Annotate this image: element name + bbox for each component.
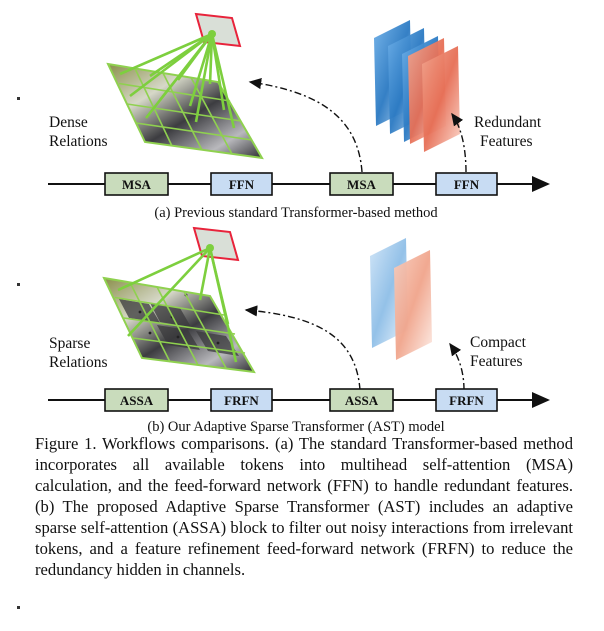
pipeline-b: ASSA FRFN ASSA FRFN — [48, 388, 550, 412]
dense-label-line1: Dense — [49, 114, 88, 131]
margin-mark — [17, 606, 20, 609]
sparse-relation-lines — [117, 246, 238, 363]
workflow-figure: Dense Relations Redundant Features MSA F… — [48, 12, 550, 435]
dense-token-grid — [106, 12, 264, 160]
compact-label-line2: Features — [470, 353, 523, 370]
assa-to-relations-arrow — [244, 305, 361, 391]
panel-b: Sparse Relations Compact Features ASSA F… — [48, 226, 550, 435]
block-frfn-1: FRFN — [210, 388, 273, 412]
compact-feature-maps — [370, 238, 432, 360]
svg-text:ASSA: ASSA — [120, 393, 154, 408]
svg-text:ASSA: ASSA — [345, 393, 379, 408]
block-msa-1: MSA — [104, 172, 169, 196]
frfn-to-features-arrow — [449, 342, 465, 391]
subcaption-b: (b) Our Adaptive Sparse Transformer (AST… — [147, 419, 444, 435]
dense-label-line2: Relations — [49, 133, 108, 150]
margin-mark — [17, 97, 20, 100]
svg-text:FRFN: FRFN — [449, 393, 484, 408]
figure-caption: Figure 1. Workflows comparisons. (a) The… — [35, 434, 573, 579]
block-ffn-1: FFN — [210, 172, 273, 196]
sparse-label-line1: Sparse — [49, 335, 90, 352]
svg-text:FRFN: FRFN — [224, 393, 259, 408]
svg-text:MSA: MSA — [347, 177, 377, 192]
msa-to-relations-arrow — [248, 78, 363, 173]
margin-mark — [17, 283, 20, 286]
block-ffn-2: FFN — [435, 172, 498, 196]
redundant-label-line2: Features — [480, 133, 533, 150]
sparse-label-line2: Relations — [49, 354, 108, 371]
subcaption-a: (a) Previous standard Transformer-based … — [154, 205, 438, 221]
redundant-label-line1: Redundant — [474, 114, 542, 131]
query-token-b — [192, 226, 240, 262]
pipeline-a: MSA FFN MSA FFN — [48, 172, 550, 196]
sparse-token-grid — [102, 226, 256, 374]
redundant-feature-maps — [374, 20, 460, 152]
block-frfn-2: FRFN — [435, 388, 498, 412]
dense-relation-lines — [119, 32, 236, 129]
block-assa-2: ASSA — [329, 388, 394, 412]
svg-text:FFN: FFN — [454, 177, 480, 192]
svg-text:FFN: FFN — [229, 177, 255, 192]
ffn-to-features-arrow — [451, 112, 467, 173]
panel-a: Dense Relations Redundant Features MSA F… — [48, 12, 550, 221]
compact-label-line1: Compact — [470, 334, 527, 351]
block-msa-2: MSA — [329, 172, 394, 196]
svg-text:MSA: MSA — [122, 177, 152, 192]
block-assa-1: ASSA — [104, 388, 169, 412]
